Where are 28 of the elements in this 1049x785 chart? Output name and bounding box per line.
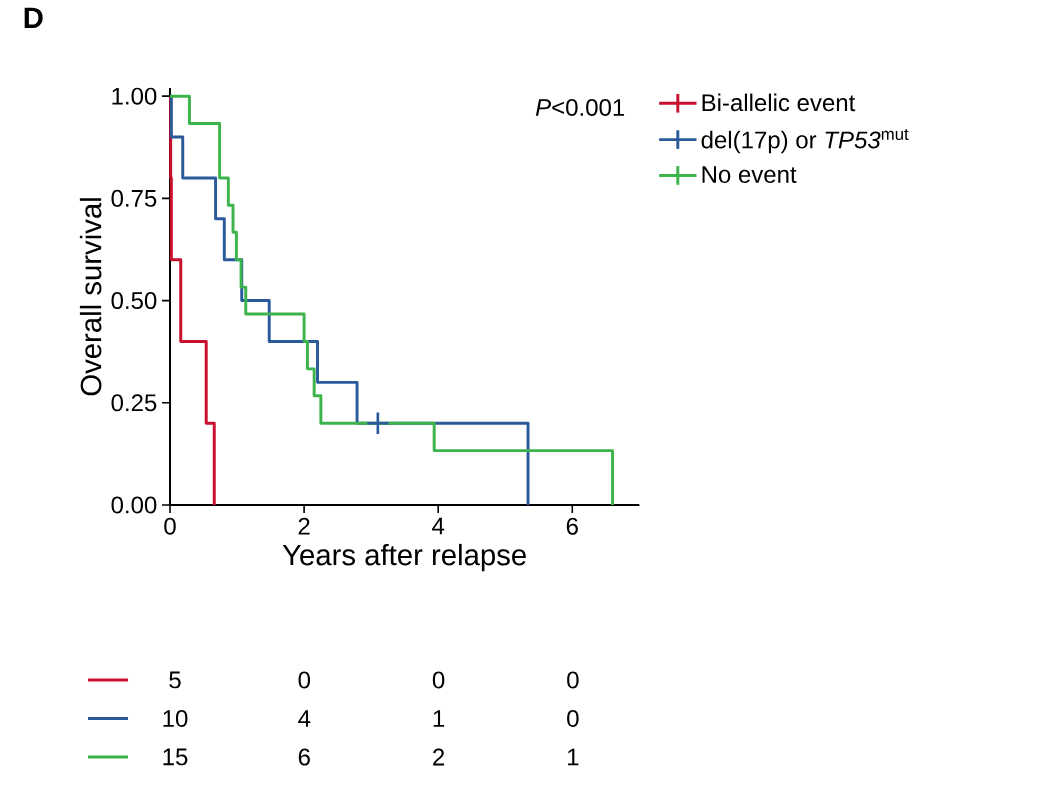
text: 6 [298,748,310,766]
y-tick-label: 0.25 [111,394,157,412]
text: 0 [298,671,311,689]
text: 0 [567,671,579,689]
text: 4 [298,710,311,727]
text: 10 [163,709,188,727]
x-tick-label: 2 [298,517,310,535]
y-tick-label: 0.50 [111,292,157,310]
text: 0 [432,671,445,689]
x-tick-label: 4 [432,517,445,535]
text: 1 [433,710,445,727]
x-tick-label: 0 [164,517,176,535]
text: 15 [163,748,188,766]
legend-label: del(17p) or TP53$^{mut}$ [701,128,909,154]
annotation: P<0.001 [535,98,625,116]
y-axis-title: Overall survival [79,198,102,396]
x-tick-label: 6 [566,517,578,535]
text: 0 [567,709,579,727]
legend-label: No event [702,166,797,183]
y-tick-label: 0.00 [111,496,157,514]
legend-label: Bi-allelic event [702,93,856,112]
y-tick-label: 1.00 [112,87,157,105]
text: 1 [568,748,579,766]
text: 2 [433,748,445,766]
chart-title: D [24,7,43,28]
y-tick-label: 0.75 [111,189,157,207]
x-axis-title: Years after relapse [282,543,526,572]
text: 5 [169,671,181,689]
